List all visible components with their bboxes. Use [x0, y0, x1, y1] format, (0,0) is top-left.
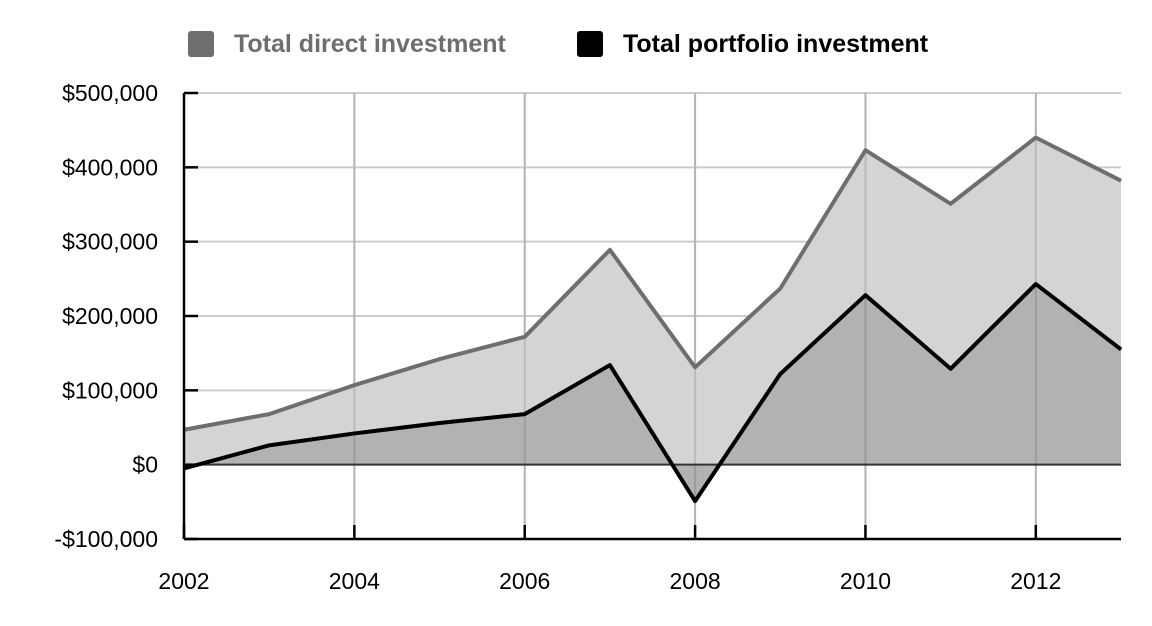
data-point-0-2011 [950, 203, 952, 205]
data-point-1-2011 [950, 368, 952, 370]
series-area-1 [184, 284, 1121, 502]
legend: Total direct investment Total portfolio i… [188, 30, 929, 58]
data-point-1-2010 [864, 294, 866, 296]
data-point-1-2004 [353, 432, 355, 434]
legend-item-1: Total portfolio investment [577, 30, 929, 58]
y-tick-label: $300,000 [62, 229, 158, 255]
data-point-1-2013 [1120, 348, 1122, 350]
series-line-0 [183, 135, 1122, 432]
legend-label-0: Total direct investment [234, 30, 506, 58]
data-point-0-2010 [864, 149, 866, 151]
data-point-1-2005 [439, 422, 441, 424]
legend-label-1: Total portfolio investment [623, 30, 929, 58]
series-areas [184, 93, 1121, 539]
data-point-0-2008 [694, 366, 696, 368]
x-tick-label: 2012 [1010, 568, 1061, 594]
y-tick-label: $100,000 [62, 377, 158, 403]
data-point-1-2007 [609, 364, 611, 366]
data-point-0-2003 [268, 413, 270, 415]
y-tick-label: $400,000 [62, 154, 158, 180]
y-tick-label: -$100,000 [54, 526, 158, 552]
data-point-0-2009 [779, 287, 781, 289]
data-point-1-2006 [524, 413, 526, 415]
data-point-1-2012 [1035, 283, 1037, 285]
x-tick-label: 2008 [670, 568, 721, 594]
y-tick-label: $0 [132, 452, 158, 478]
data-point-0-2007 [609, 249, 611, 251]
legend-swatch-0 [188, 31, 214, 57]
data-point-1-2003 [268, 444, 270, 446]
data-point-0-2004 [353, 384, 355, 386]
data-point-0-2005 [439, 358, 441, 360]
x-tick-label: 2006 [499, 568, 550, 594]
data-point-0-2013 [1120, 180, 1122, 182]
data-point-1-2009 [779, 373, 781, 375]
x-tick-label: 2010 [840, 568, 891, 594]
y-tick-label: $200,000 [62, 303, 158, 329]
tick-labels: -$100,000 $0 $100,000 $200,000 $300,000 $400,… [54, 80, 1061, 594]
y-tick-label: $500,000 [62, 80, 158, 106]
legend-item-0: Total direct investment [188, 30, 506, 58]
data-point-1-2008 [694, 500, 696, 502]
series-lines [183, 135, 1123, 504]
data-point-0-2012 [1035, 137, 1037, 139]
series-line-1 [183, 282, 1123, 504]
data-point-0-2006 [524, 336, 526, 338]
x-tick-label: 2004 [329, 568, 380, 594]
axes [182, 91, 1121, 541]
legend-swatch-1 [577, 31, 603, 57]
x-tick-label: 2002 [158, 568, 209, 594]
